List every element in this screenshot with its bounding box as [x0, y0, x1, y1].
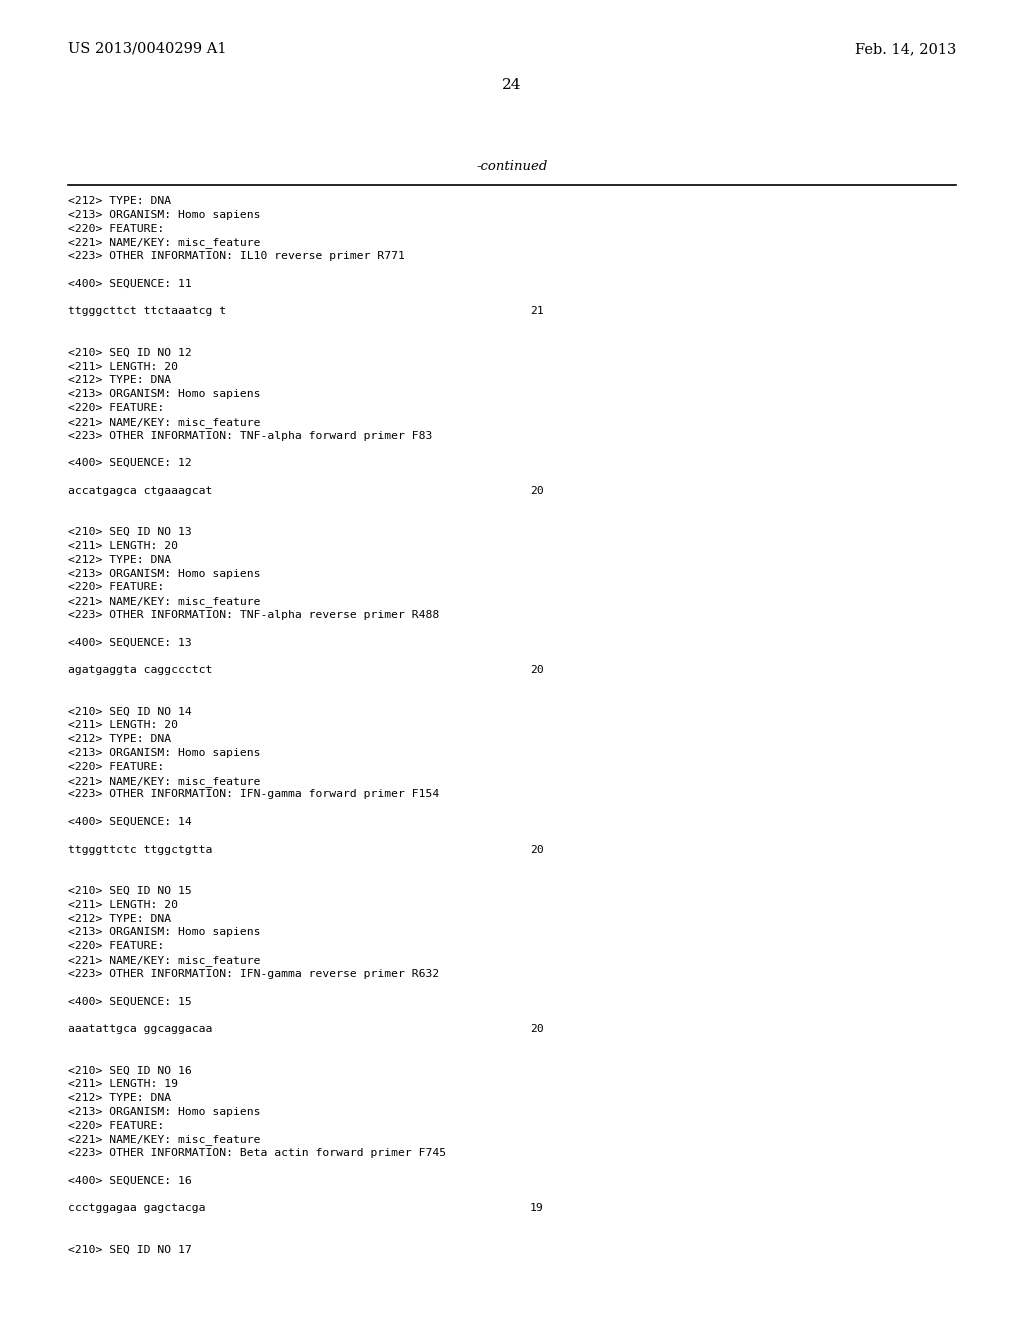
Text: 21: 21: [530, 306, 544, 317]
Text: 20: 20: [530, 845, 544, 854]
Text: <210> SEQ ID NO 17: <210> SEQ ID NO 17: [68, 1245, 191, 1255]
Text: <220> FEATURE:: <220> FEATURE:: [68, 582, 164, 593]
Text: <400> SEQUENCE: 12: <400> SEQUENCE: 12: [68, 458, 191, 469]
Text: 20: 20: [530, 665, 544, 676]
Text: <212> TYPE: DNA: <212> TYPE: DNA: [68, 734, 171, 744]
Text: agatgaggta caggccctct: agatgaggta caggccctct: [68, 665, 212, 676]
Text: <213> ORGANISM: Homo sapiens: <213> ORGANISM: Homo sapiens: [68, 569, 260, 578]
Text: -continued: -continued: [476, 160, 548, 173]
Text: <221> NAME/KEY: misc_feature: <221> NAME/KEY: misc_feature: [68, 597, 260, 607]
Text: <400> SEQUENCE: 16: <400> SEQUENCE: 16: [68, 1176, 191, 1185]
Text: <220> FEATURE:: <220> FEATURE:: [68, 941, 164, 952]
Text: <211> LENGTH: 20: <211> LENGTH: 20: [68, 721, 178, 730]
Text: accatgagca ctgaaagcat: accatgagca ctgaaagcat: [68, 486, 212, 496]
Text: <212> TYPE: DNA: <212> TYPE: DNA: [68, 375, 171, 385]
Text: <220> FEATURE:: <220> FEATURE:: [68, 1121, 164, 1131]
Text: <210> SEQ ID NO 12: <210> SEQ ID NO 12: [68, 347, 191, 358]
Text: <221> NAME/KEY: misc_feature: <221> NAME/KEY: misc_feature: [68, 776, 260, 787]
Text: 24: 24: [502, 78, 522, 92]
Text: <212> TYPE: DNA: <212> TYPE: DNA: [68, 913, 171, 924]
Text: ttgggttctc ttggctgtta: ttgggttctc ttggctgtta: [68, 845, 212, 854]
Text: <211> LENGTH: 20: <211> LENGTH: 20: [68, 900, 178, 909]
Text: ttgggcttct ttctaaatcg t: ttgggcttct ttctaaatcg t: [68, 306, 226, 317]
Text: <210> SEQ ID NO 15: <210> SEQ ID NO 15: [68, 886, 191, 896]
Text: <210> SEQ ID NO 13: <210> SEQ ID NO 13: [68, 527, 191, 537]
Text: <213> ORGANISM: Homo sapiens: <213> ORGANISM: Homo sapiens: [68, 928, 260, 937]
Text: <223> OTHER INFORMATION: IFN-gamma forward primer F154: <223> OTHER INFORMATION: IFN-gamma forwa…: [68, 789, 439, 800]
Text: <212> TYPE: DNA: <212> TYPE: DNA: [68, 195, 171, 206]
Text: 20: 20: [530, 1024, 544, 1034]
Text: ccctggagaa gagctacga: ccctggagaa gagctacga: [68, 1204, 206, 1213]
Text: US 2013/0040299 A1: US 2013/0040299 A1: [68, 42, 226, 55]
Text: aaatattgca ggcaggacaa: aaatattgca ggcaggacaa: [68, 1024, 212, 1034]
Text: <221> NAME/KEY: misc_feature: <221> NAME/KEY: misc_feature: [68, 238, 260, 248]
Text: <210> SEQ ID NO 14: <210> SEQ ID NO 14: [68, 706, 191, 717]
Text: <220> FEATURE:: <220> FEATURE:: [68, 403, 164, 413]
Text: <400> SEQUENCE: 11: <400> SEQUENCE: 11: [68, 279, 191, 289]
Text: Feb. 14, 2013: Feb. 14, 2013: [855, 42, 956, 55]
Text: <221> NAME/KEY: misc_feature: <221> NAME/KEY: misc_feature: [68, 417, 260, 428]
Text: <213> ORGANISM: Homo sapiens: <213> ORGANISM: Homo sapiens: [68, 748, 260, 758]
Text: <211> LENGTH: 20: <211> LENGTH: 20: [68, 541, 178, 550]
Text: <213> ORGANISM: Homo sapiens: <213> ORGANISM: Homo sapiens: [68, 210, 260, 220]
Text: <211> LENGTH: 19: <211> LENGTH: 19: [68, 1080, 178, 1089]
Text: <223> OTHER INFORMATION: TNF-alpha forward primer F83: <223> OTHER INFORMATION: TNF-alpha forwa…: [68, 430, 432, 441]
Text: 19: 19: [530, 1204, 544, 1213]
Text: <213> ORGANISM: Homo sapiens: <213> ORGANISM: Homo sapiens: [68, 1106, 260, 1117]
Text: <223> OTHER INFORMATION: IL10 reverse primer R771: <223> OTHER INFORMATION: IL10 reverse pr…: [68, 251, 404, 261]
Text: <223> OTHER INFORMATION: TNF-alpha reverse primer R488: <223> OTHER INFORMATION: TNF-alpha rever…: [68, 610, 439, 620]
Text: <220> FEATURE:: <220> FEATURE:: [68, 762, 164, 772]
Text: <212> TYPE: DNA: <212> TYPE: DNA: [68, 1093, 171, 1104]
Text: <211> LENGTH: 20: <211> LENGTH: 20: [68, 362, 178, 372]
Text: <400> SEQUENCE: 13: <400> SEQUENCE: 13: [68, 638, 191, 648]
Text: <221> NAME/KEY: misc_feature: <221> NAME/KEY: misc_feature: [68, 1134, 260, 1146]
Text: <212> TYPE: DNA: <212> TYPE: DNA: [68, 554, 171, 565]
Text: <213> ORGANISM: Homo sapiens: <213> ORGANISM: Homo sapiens: [68, 389, 260, 399]
Text: <220> FEATURE:: <220> FEATURE:: [68, 223, 164, 234]
Text: <223> OTHER INFORMATION: Beta actin forward primer F745: <223> OTHER INFORMATION: Beta actin forw…: [68, 1148, 446, 1158]
Text: <223> OTHER INFORMATION: IFN-gamma reverse primer R632: <223> OTHER INFORMATION: IFN-gamma rever…: [68, 969, 439, 979]
Text: 20: 20: [530, 486, 544, 496]
Text: <400> SEQUENCE: 15: <400> SEQUENCE: 15: [68, 997, 191, 1006]
Text: <400> SEQUENCE: 14: <400> SEQUENCE: 14: [68, 817, 191, 828]
Text: <221> NAME/KEY: misc_feature: <221> NAME/KEY: misc_feature: [68, 954, 260, 966]
Text: <210> SEQ ID NO 16: <210> SEQ ID NO 16: [68, 1065, 191, 1076]
